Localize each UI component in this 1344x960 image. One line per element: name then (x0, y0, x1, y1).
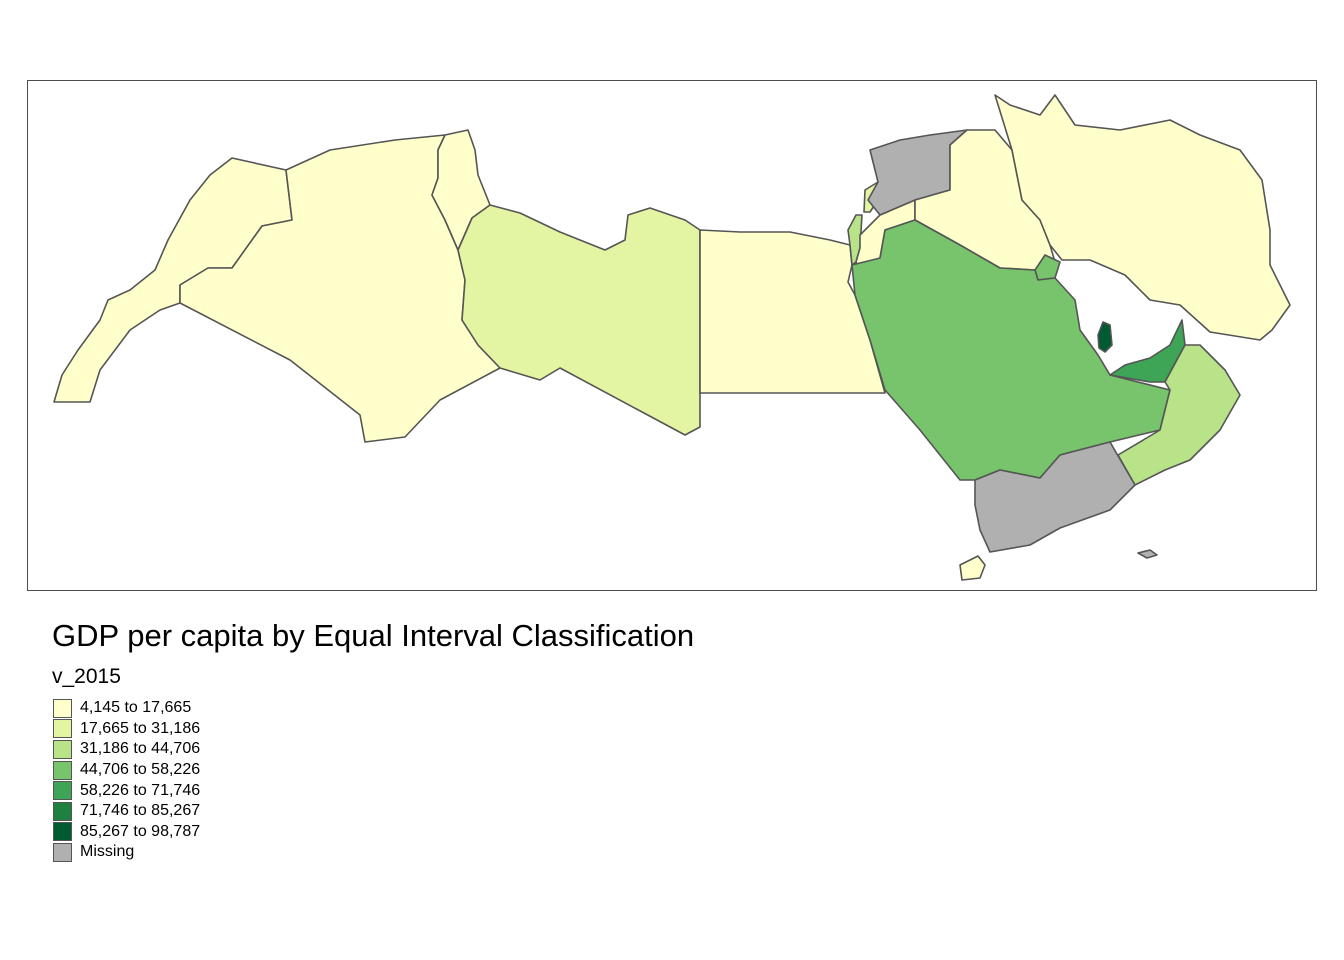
legend-swatch (53, 739, 72, 759)
legend-label: Missing (80, 843, 135, 861)
legend-swatch (53, 801, 72, 821)
legend-item: 17,665 to 31,186 (53, 719, 200, 740)
legend-label: 4,145 to 17,665 (80, 699, 192, 717)
region-libya (457, 204, 701, 436)
region-egypt (699, 229, 886, 394)
legend-item: 58,226 to 71,746 (53, 780, 200, 801)
region-iran (994, 94, 1291, 341)
legend-variable: v_2015 (52, 665, 121, 688)
legend-item: 44,706 to 58,226 (53, 760, 200, 781)
legend-label: 58,226 to 71,746 (80, 781, 201, 799)
legend-item: 71,746 to 85,267 (53, 801, 200, 822)
legend-swatch (53, 781, 72, 801)
legend-label: 31,186 to 44,706 (80, 740, 201, 758)
region-socotra (1137, 549, 1158, 559)
legend-swatch (53, 822, 72, 842)
legend-swatch (53, 760, 72, 780)
legend: 4,145 to 17,665 17,665 to 31,186 31,186 to… (53, 698, 200, 863)
legend-item: 85,267 to 98,787 (53, 822, 200, 843)
legend-item: 4,145 to 17,665 (53, 698, 200, 719)
legend-label: 85,267 to 98,787 (80, 822, 201, 840)
region-somaliland (959, 555, 986, 581)
legend-item: 31,186 to 44,706 (53, 739, 200, 760)
region-qatar (1097, 321, 1113, 353)
legend-swatch (53, 719, 72, 739)
region-oman (1117, 344, 1241, 486)
legend-item: Missing (53, 842, 200, 863)
legend-swatch (53, 842, 72, 862)
region-uae (1109, 319, 1186, 383)
region-yemen (974, 441, 1136, 553)
legend-label: 71,746 to 85,267 (80, 802, 201, 820)
legend-title: GDP per capita by Equal Interval Classif… (52, 618, 695, 653)
legend-label: 17,665 to 31,186 (80, 719, 201, 737)
legend-swatch (53, 698, 72, 718)
legend-label: 44,706 to 58,226 (80, 761, 201, 779)
region-saudi-arabia (851, 219, 1171, 481)
